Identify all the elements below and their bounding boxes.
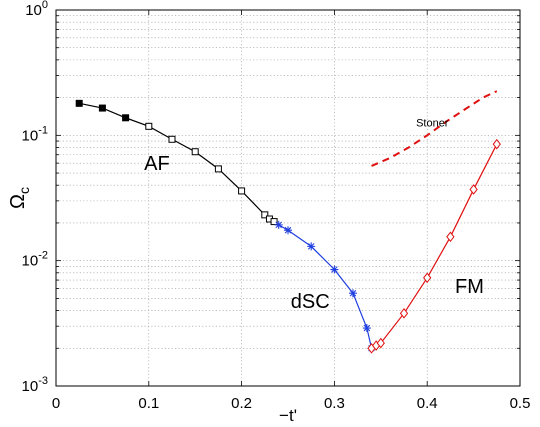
data-point (98, 104, 106, 112)
data-point (261, 211, 269, 219)
data-point (284, 226, 292, 235)
annotation-stoner: Stoner (416, 117, 449, 129)
data-point (75, 99, 83, 107)
x-tick-label: 0.2 (231, 395, 252, 412)
data-point (330, 265, 339, 274)
y-axis-label-sub: c (16, 187, 32, 194)
y-tick-label: 10-1 (22, 124, 48, 144)
data-point (492, 138, 501, 150)
data-point (307, 242, 316, 251)
grid (56, 10, 520, 386)
data-point (362, 324, 371, 333)
y-axis-label: Ωc (7, 187, 32, 209)
data-point (270, 218, 278, 226)
annotations: AF dSC FM Stoner (144, 117, 484, 313)
data-point (399, 308, 409, 319)
annotation-fm: FM (455, 276, 484, 298)
annotation-dsc: dSC (291, 291, 330, 313)
x-tick-label: 0.5 (510, 395, 531, 412)
series-layer (75, 90, 501, 354)
y-tick-label: 100 (25, 0, 48, 19)
plot-frame (55, 9, 521, 387)
data-point (238, 187, 246, 195)
series-stoner (371, 90, 498, 167)
data-point (469, 184, 478, 195)
data-point (145, 122, 153, 130)
x-tick-label: 0.3 (324, 395, 345, 412)
y-tick-label: 10-2 (22, 250, 48, 270)
data-point (348, 289, 357, 298)
y-axis-label-main: Ω (7, 194, 29, 209)
data-point (423, 272, 432, 284)
y-tick-label: 10-3 (22, 375, 48, 395)
x-tick-label: 0.4 (417, 395, 438, 412)
data-point (191, 148, 199, 156)
data-point (376, 337, 385, 349)
data-point (214, 165, 222, 173)
data-point (122, 114, 130, 122)
data-point (274, 220, 283, 229)
x-axis-label: −t' (279, 406, 297, 425)
x-tick-label: 0 (52, 395, 60, 412)
annotation-af: AF (144, 153, 170, 175)
data-point (168, 135, 176, 143)
ticks: 0 0.1 0.2 0.3 0.4 0.5 10-3 10-2 10-1 100 (22, 0, 531, 412)
x-tick-label: 0.1 (138, 395, 159, 412)
data-point (446, 231, 455, 243)
series-af (75, 99, 278, 226)
series-line-stoner (371, 90, 498, 167)
series-fm (367, 138, 501, 354)
